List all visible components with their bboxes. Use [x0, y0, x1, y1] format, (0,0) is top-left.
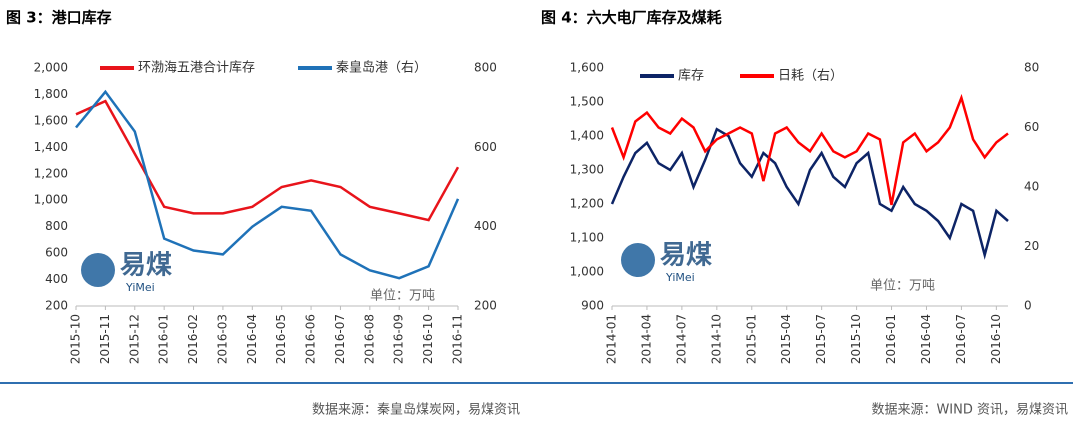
- legend-label: 秦皇岛港（右）: [336, 60, 427, 76]
- y-tick-label: 1,200: [34, 166, 68, 180]
- y-tick-label: 600: [45, 246, 68, 260]
- x-tick-label: 2015-11: [98, 314, 112, 364]
- y-tick-label: 900: [581, 299, 604, 313]
- x-tick-label: 2016-08: [362, 314, 376, 364]
- watermark-logo: [621, 243, 655, 277]
- y2-tick-label: 80: [1024, 61, 1039, 75]
- y-tick-label: 1,200: [570, 197, 604, 211]
- x-tick-label: 2015-04: [779, 314, 793, 364]
- y2-tick-label: 40: [1024, 180, 1039, 194]
- y-tick-label: 800: [45, 219, 68, 233]
- y-tick-label: 1,400: [570, 129, 604, 143]
- y-tick-label: 1,000: [34, 193, 68, 207]
- x-tick-label: 2014-10: [709, 314, 723, 364]
- series-line: [75, 89, 460, 280]
- y-tick-label: 1,800: [34, 87, 68, 101]
- y2-tick-label: 60: [1024, 120, 1039, 134]
- x-tick-label: 2015-10: [69, 314, 83, 364]
- x-tick-label: 2016-06: [304, 314, 318, 364]
- watermark-logo: [81, 253, 115, 287]
- x-tick-label: 2015-07: [814, 314, 828, 364]
- x-tick-label: 2016-10: [421, 314, 435, 364]
- y-tick-label: 1,600: [570, 61, 604, 75]
- x-tick-label: 2016-04: [245, 314, 259, 364]
- x-tick-label: 2016-02: [186, 314, 200, 364]
- y2-tick-label: 20: [1024, 239, 1039, 253]
- series-line: [610, 93, 1009, 206]
- legend-label: 日耗（右）: [778, 69, 843, 84]
- x-tick-label: 2015-12: [127, 314, 141, 364]
- x-tick-label: 2016-01: [884, 314, 898, 364]
- y-tick-label: 2,000: [34, 61, 68, 75]
- x-tick-label: 2016-11: [451, 314, 465, 364]
- series-line: [75, 99, 460, 222]
- legend-label: 库存: [678, 68, 704, 84]
- x-tick-label: 2016-04: [919, 314, 933, 364]
- watermark-text: 易煤: [120, 251, 172, 281]
- y2-tick-label: 800: [474, 61, 497, 75]
- x-tick-label: 2015-10: [849, 314, 863, 364]
- source: 数据来源：秦皇岛煤炭网，易煤资讯: [312, 402, 520, 418]
- y-tick-label: 1,100: [570, 231, 604, 245]
- chart-title: 图 4：六大电厂库存及煤耗: [541, 9, 722, 27]
- y-tick-label: 1,300: [570, 163, 604, 177]
- y2-tick-label: 600: [474, 140, 497, 154]
- y2-tick-label: 0: [1024, 299, 1032, 313]
- y2-tick-label: 200: [474, 299, 497, 313]
- x-tick-label: 2016-10: [989, 314, 1003, 364]
- legend-label: 环渤海五港合计库存: [138, 60, 255, 76]
- chart-title: 图 3：港口库存: [6, 9, 112, 27]
- y-tick-label: 1,600: [34, 113, 68, 127]
- y2-tick-label: 400: [474, 219, 497, 233]
- series-line: [610, 127, 1009, 260]
- y-tick-label: 200: [45, 299, 68, 313]
- source: 数据来源：WIND 资讯，易煤资讯: [871, 403, 1068, 418]
- y-tick-label: 400: [45, 272, 68, 286]
- watermark-sub: YiMei: [665, 271, 695, 284]
- x-tick-label: 2016-07: [333, 314, 347, 364]
- x-tick-label: 2016-05: [274, 314, 288, 364]
- annotation: 单位：万吨: [870, 279, 935, 294]
- y-tick-label: 1,000: [570, 265, 604, 279]
- watermark-sub: YiMei: [125, 281, 155, 294]
- x-tick-label: 2014-07: [674, 314, 688, 364]
- annotation: 单位：万吨: [370, 289, 435, 304]
- y-tick-label: 1,500: [570, 95, 604, 109]
- x-tick-label: 2014-04: [639, 314, 653, 364]
- x-tick-label: 2016-03: [215, 314, 229, 364]
- x-tick-label: 2016-07: [954, 314, 968, 364]
- x-tick-label: 2016-09: [392, 314, 406, 364]
- x-tick-label: 2014-01: [605, 314, 619, 364]
- y-tick-label: 1,400: [34, 140, 68, 154]
- x-tick-label: 2016-01: [157, 314, 171, 364]
- watermark-text: 易煤: [660, 241, 712, 271]
- x-tick-label: 2015-01: [744, 314, 758, 364]
